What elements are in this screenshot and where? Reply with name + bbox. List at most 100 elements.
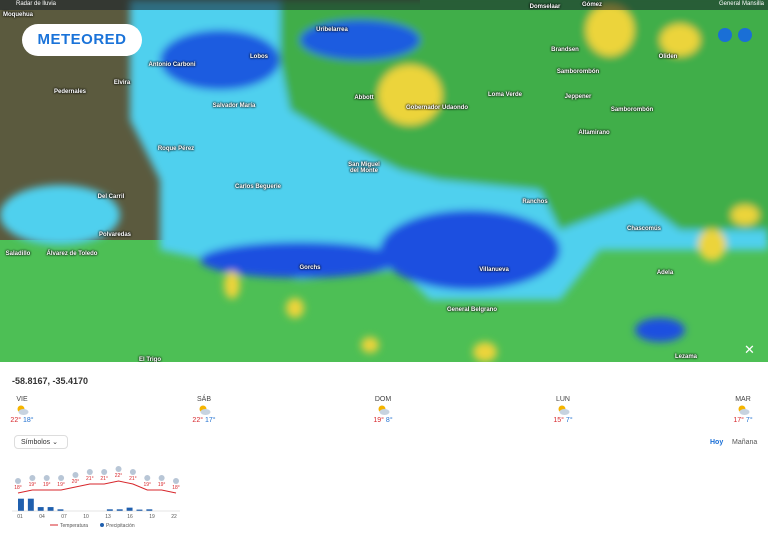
layers-button[interactable] bbox=[738, 28, 752, 42]
place-label: Lezama bbox=[674, 354, 698, 360]
place-label: Pedernales bbox=[53, 89, 87, 95]
place-label: Saladillo bbox=[5, 251, 31, 257]
temps: 22° 18° bbox=[2, 417, 42, 424]
place-label: San Miguel del Monte bbox=[348, 162, 380, 174]
hour-label: 16 bbox=[127, 514, 133, 520]
place-label: General Belgrano bbox=[446, 307, 498, 313]
temp-label: 19° bbox=[29, 482, 37, 488]
day: DOM 19° 8° bbox=[363, 396, 403, 424]
temp-label: 19° bbox=[43, 482, 51, 488]
selector[interactable]: Símbolos ⌄ bbox=[14, 435, 68, 449]
temp-icon bbox=[144, 475, 151, 481]
logo[interactable]: METEORED bbox=[22, 24, 142, 56]
place-label: Gómez bbox=[581, 2, 603, 8]
location: General Mansilla bbox=[718, 1, 764, 7]
close-button[interactable]: ✕ bbox=[744, 342, 755, 357]
temps: 15° 7° bbox=[543, 417, 583, 424]
temp-label: 18° bbox=[14, 485, 22, 491]
weather-icon bbox=[723, 404, 763, 416]
hour-label: 19 bbox=[149, 514, 155, 520]
place-label: Loma Verde bbox=[487, 92, 523, 98]
temps: 22° 17° bbox=[184, 417, 224, 424]
place-label: Antonio Carboni bbox=[148, 62, 196, 68]
place-label: Carlos Beguerie bbox=[234, 184, 282, 190]
precip-bar bbox=[47, 507, 54, 511]
forecast-panel: -58.8167, -35.4170 VIE 22° 18° SÁB 22° 17° D… bbox=[0, 362, 768, 543]
place-label: Elvira bbox=[113, 80, 131, 86]
place-label: Chascomús bbox=[626, 226, 662, 232]
tab[interactable]: Mañana bbox=[732, 439, 758, 446]
place-label: Polvaredas bbox=[98, 232, 132, 238]
place-label: Adela bbox=[656, 270, 674, 276]
place-label: Roque Pérez bbox=[157, 146, 195, 152]
place-label: Altamirano bbox=[578, 130, 610, 136]
hourly-chart: 18° 19° 19° 19° 20° 21° 21° 22° 21° 19° 19° 18° 01 04… bbox=[12, 466, 180, 529]
precip-bar bbox=[18, 498, 24, 511]
precip-bar bbox=[27, 498, 34, 511]
day-name: LUN bbox=[555, 396, 570, 403]
place-label: Domselaar bbox=[529, 4, 561, 10]
precip-bar bbox=[126, 507, 133, 511]
precip-bar bbox=[37, 507, 44, 511]
temp-label: 19° bbox=[143, 482, 151, 488]
place-label: Abbott bbox=[354, 95, 374, 101]
min-temp: 7° bbox=[565, 417, 573, 424]
camera-button[interactable] bbox=[718, 28, 732, 42]
legend-dot bbox=[100, 523, 104, 527]
temp-icon bbox=[86, 469, 93, 475]
hour-label: 13 bbox=[105, 514, 111, 520]
min-temp: 8° bbox=[385, 417, 393, 424]
min-temp: 17° bbox=[204, 417, 216, 424]
temp-label: 22° bbox=[115, 473, 123, 479]
place-label: Samborombón bbox=[610, 107, 654, 113]
min-temp: 18° bbox=[22, 417, 34, 424]
selector-label: Símbolos bbox=[21, 439, 51, 446]
place-label: Samborombón bbox=[556, 69, 600, 75]
tab[interactable]: Hoy bbox=[710, 439, 724, 446]
weather-icon bbox=[184, 404, 224, 416]
max-temp: 22° bbox=[10, 417, 22, 424]
day-name: DOM bbox=[374, 396, 392, 403]
temp-icon bbox=[101, 469, 108, 475]
place-label: Del Carril bbox=[97, 194, 125, 200]
weather-icon bbox=[2, 404, 42, 416]
temps: 19° 8° bbox=[363, 417, 403, 424]
place-label: Álvarez de Toledo bbox=[46, 251, 98, 257]
precip-bar bbox=[116, 509, 123, 511]
place-label: Uribelarrea bbox=[316, 27, 348, 33]
precip-bar bbox=[57, 509, 64, 511]
day: MAR 17° 7° bbox=[723, 396, 763, 424]
max-temp: 17° bbox=[733, 417, 744, 424]
place-label: Jeppener bbox=[564, 94, 592, 100]
temp-label: 19° bbox=[57, 482, 65, 488]
place-label: Lobos bbox=[250, 54, 268, 60]
max-temp: 15° bbox=[553, 417, 564, 424]
temp-icon bbox=[43, 475, 50, 481]
temp-icon bbox=[29, 475, 36, 481]
place-label: Villanueva bbox=[479, 267, 509, 273]
day-name: VIE bbox=[16, 396, 28, 403]
radar-map[interactable] bbox=[0, 0, 768, 362]
precip-bar bbox=[136, 509, 143, 511]
top-bar: Radar de lluvia General Mansilla bbox=[0, 0, 768, 10]
temp-icon bbox=[15, 478, 21, 484]
precip-bar bbox=[146, 509, 153, 511]
temp-icon bbox=[115, 466, 122, 472]
temp-label: 21° bbox=[129, 476, 137, 482]
day: SÁB 22° 17° bbox=[184, 396, 224, 424]
place-label: Brandsen bbox=[551, 47, 579, 53]
temp-label: 18° bbox=[172, 485, 180, 491]
place-label: Gorchs bbox=[299, 265, 321, 271]
hour-label: 01 bbox=[17, 514, 23, 520]
place-label: Salvador María bbox=[212, 103, 256, 109]
legend-label: Temperatura bbox=[60, 523, 88, 529]
place-label: Gobernador Udaondo bbox=[406, 105, 468, 111]
legend-label: Precipitación bbox=[106, 523, 135, 529]
weather-icon bbox=[543, 404, 583, 416]
max-temp: 22° bbox=[192, 417, 204, 424]
min-temp: 7° bbox=[745, 417, 753, 424]
place-label: Ranchos bbox=[522, 199, 548, 205]
temp-label: 20° bbox=[72, 479, 80, 485]
day: VIE 22° 18° bbox=[2, 396, 42, 424]
